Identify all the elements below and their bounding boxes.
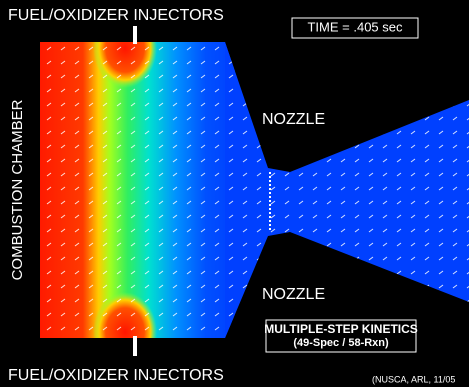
kinetics-title: MULTIPLE-STEP KINETICS [264, 322, 418, 336]
credit: (NUSCA, ARL, 11/05 [372, 374, 455, 384]
nozzle-label: NOZZLE [262, 286, 325, 303]
flow-field [40, 8, 469, 372]
simulation-figure: FUEL/OXIDIZER INJECTORS TIME = .405 sec … [0, 0, 469, 387]
time-label: TIME = .405 sec [307, 19, 403, 34]
chamber-label: COMBUSTION CHAMBER [9, 99, 26, 280]
nozzle-label: NOZZLE [262, 111, 325, 128]
top-label: FUEL/OXIDIZER INJECTORS [8, 7, 224, 24]
kinetics-detail: (49-Spec / 58-Rxn) [293, 337, 389, 349]
velocity-vectors [40, 42, 469, 338]
bottom-label: FUEL/OXIDIZER INJECTORS [8, 367, 224, 384]
